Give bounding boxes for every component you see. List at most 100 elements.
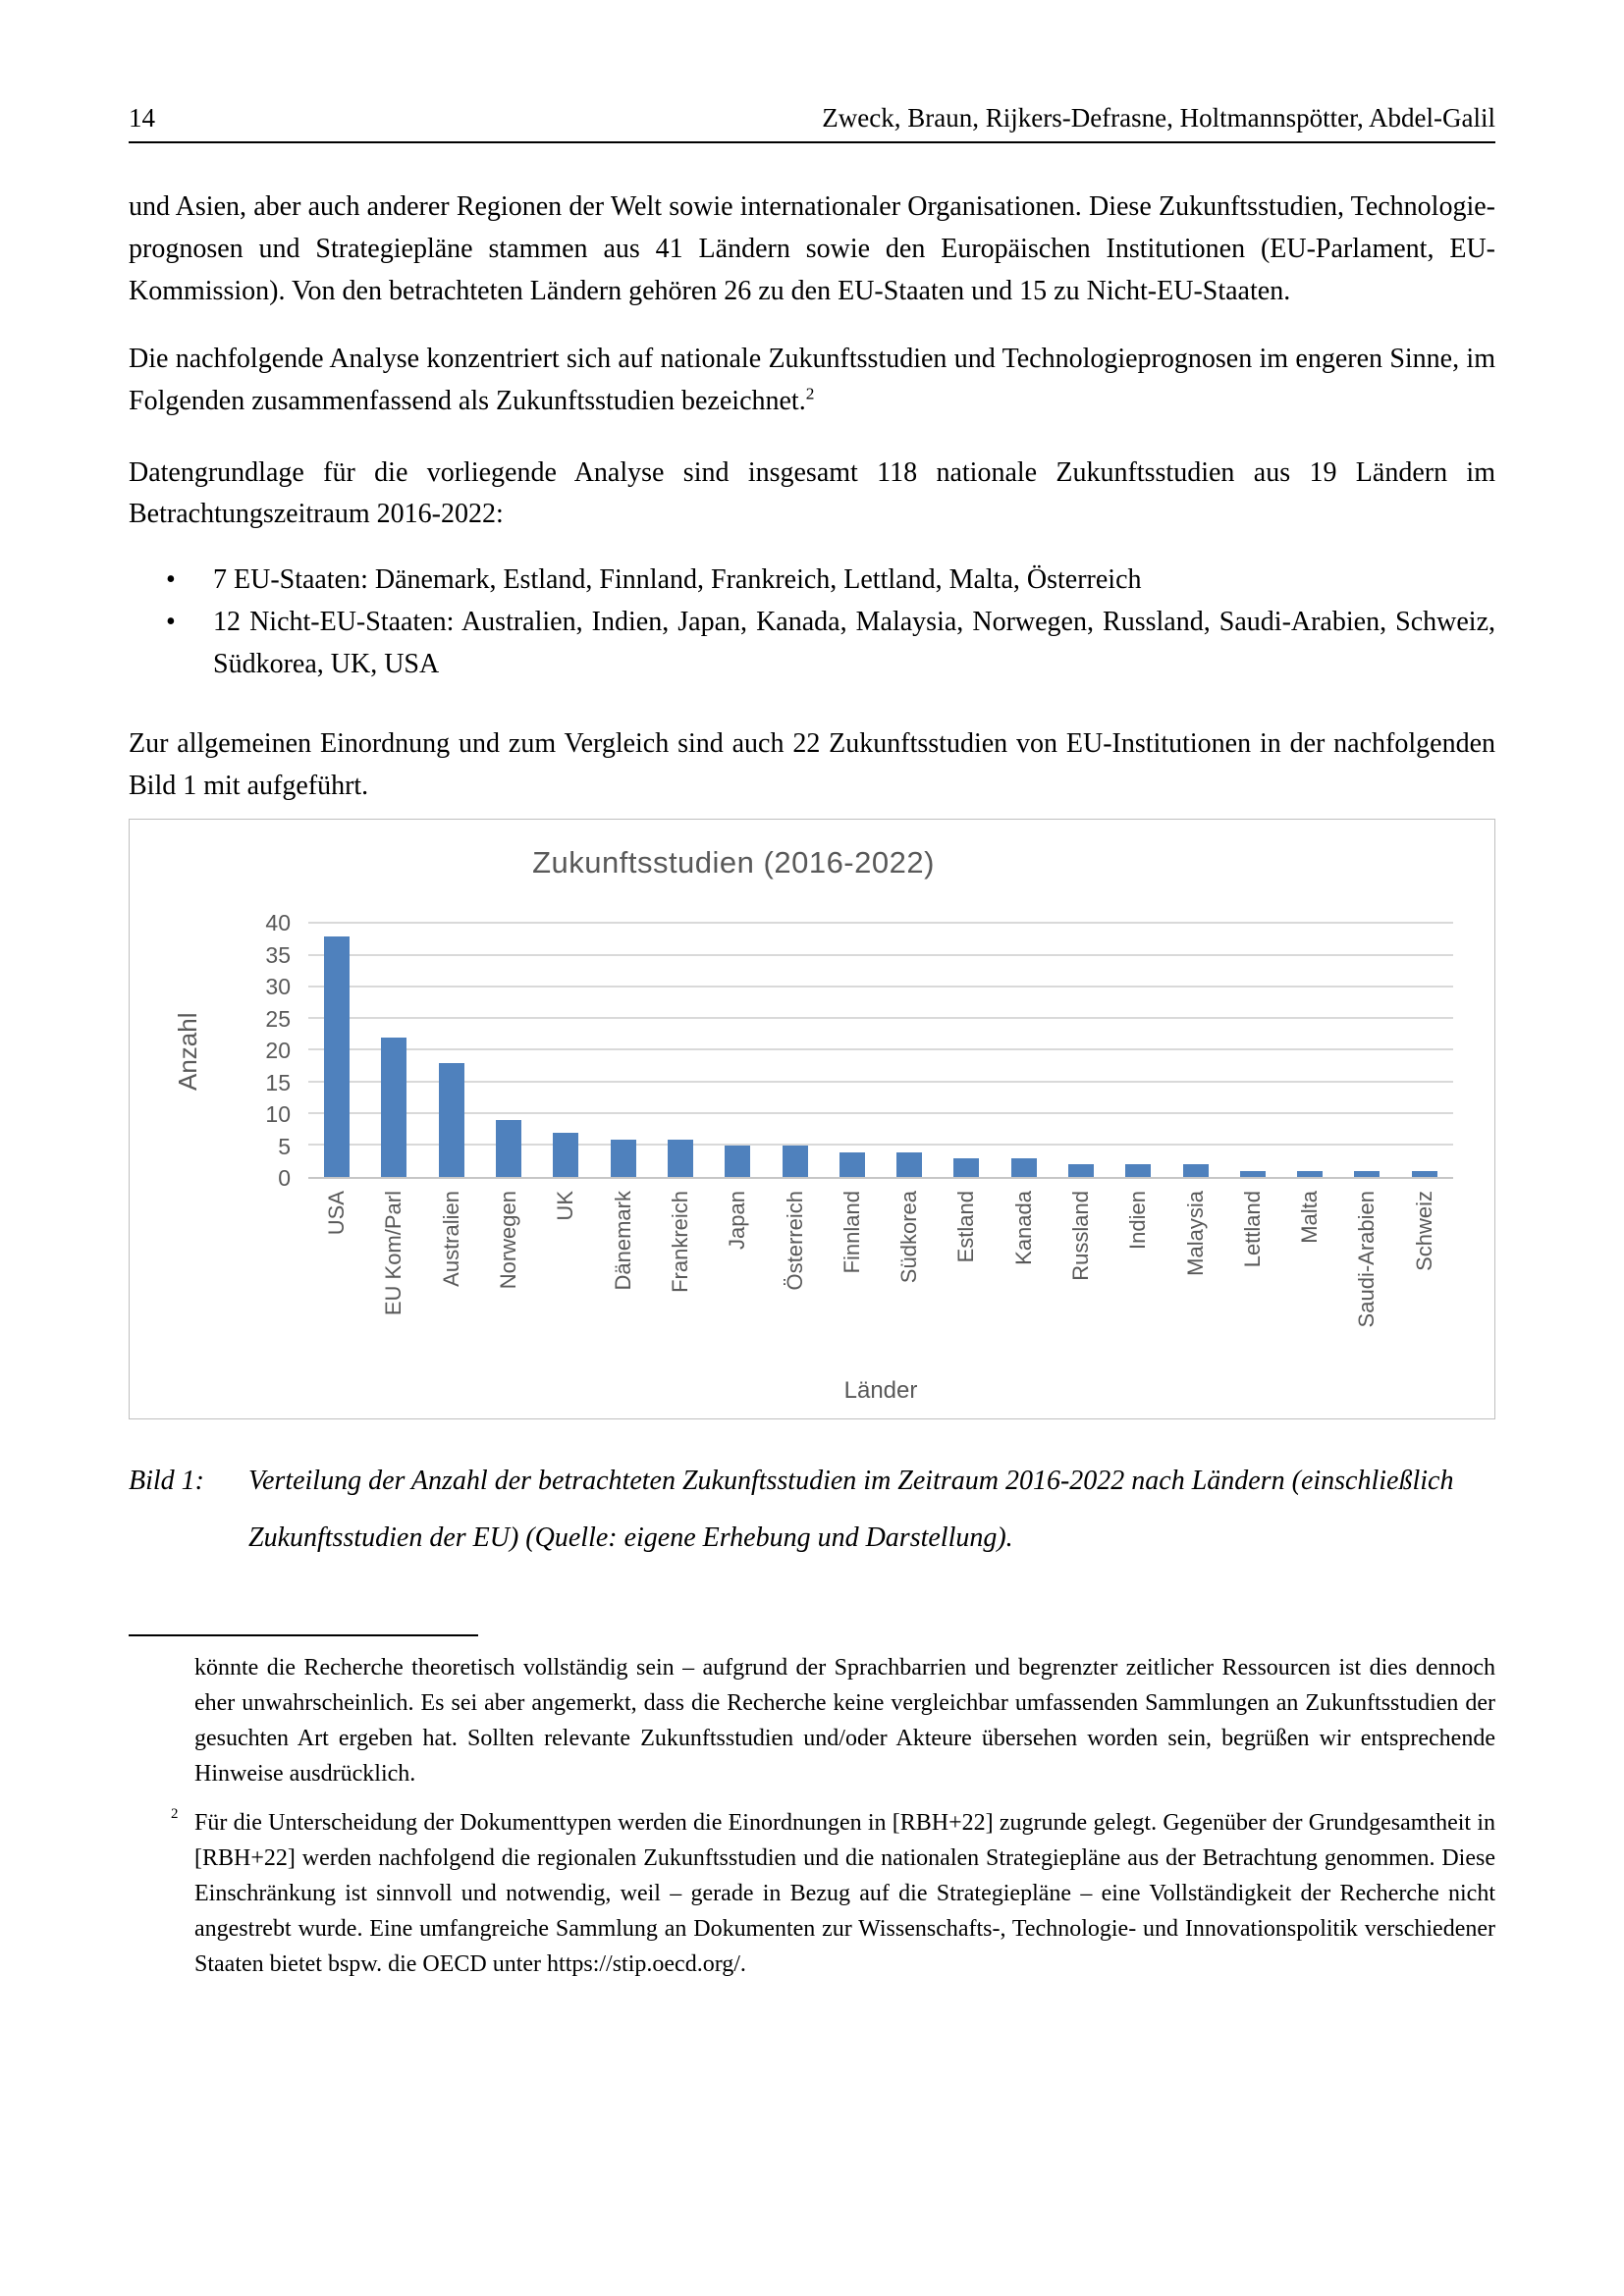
y-tick-label: 25 [265, 1005, 291, 1032]
bar-slot [1281, 924, 1338, 1178]
x-slot: Saudi-Arabien [1338, 1191, 1395, 1371]
paragraph-4: Zur allgemeinen Einordnung und zum Vergl… [129, 727, 1495, 801]
gridline [308, 1080, 1453, 1083]
footnote-section: könnte die Recherche theoretisch vollstä… [129, 1634, 1495, 1982]
bar-slot [594, 924, 651, 1178]
chart-title: Zukunftsstudien (2016-2022) [532, 845, 935, 881]
chart-area: Anzahl 0 5 10 15 20 25 30 35 40 USA EU Kom/Parl Au… [153, 912, 1453, 1405]
bar-Schweiz [1411, 1170, 1437, 1178]
x-tick-label: Österreich [782, 1191, 807, 1291]
gridline [308, 953, 1453, 956]
bar-slot [938, 924, 995, 1178]
bar-Russland [1068, 1164, 1094, 1178]
figure-chart: Zukunftsstudien (2016-2022) Anzahl 0 5 10 1… [129, 819, 1495, 1420]
x-axis-title: Länder [843, 1377, 918, 1405]
x-tick-label: Malta [1297, 1191, 1323, 1245]
bar-Malta [1297, 1170, 1324, 1178]
bar-slot [423, 924, 480, 1178]
list-item: • 7 EU-Staaten: Dänemark, Estland, Finnl… [129, 560, 1495, 602]
figure-caption: Bild 1: Verteilung der Anzahl der betrac… [129, 1453, 1495, 1566]
caption-text: Verteilung der Anzahl der betrachteten Z… [248, 1466, 1454, 1553]
bar-Malaysia [1182, 1164, 1209, 1178]
bar-Südkorea [896, 1151, 923, 1178]
y-tick-label: 20 [265, 1038, 291, 1064]
y-tick-label: 0 [278, 1165, 291, 1192]
x-tick-label: USA [324, 1191, 350, 1236]
bar-EU Kom/Parl [381, 1038, 407, 1178]
x-tick-label: Lettland [1239, 1191, 1265, 1268]
x-slot: USA [308, 1191, 365, 1371]
bar-USA [324, 936, 351, 1178]
bar-Kanada [1010, 1157, 1037, 1178]
x-slot: Frankreich [652, 1191, 709, 1371]
x-tick-label: Malaysia [1182, 1191, 1208, 1277]
x-slot: Malta [1281, 1191, 1338, 1371]
footnote-reference-2: 2 [805, 384, 815, 403]
header-rule [129, 141, 1495, 144]
bar-slot [308, 924, 365, 1178]
x-tick-label: UK [553, 1191, 578, 1221]
bar-slot [824, 924, 881, 1178]
x-tick-label: Dänemark [610, 1191, 635, 1291]
x-slot: Kanada [996, 1191, 1053, 1371]
x-tick-label: Indien [1125, 1191, 1151, 1251]
x-slot: Österreich [766, 1191, 823, 1371]
gridline [308, 922, 1453, 925]
bar-slot [652, 924, 709, 1178]
page-number: 14 [129, 103, 155, 133]
x-tick-label: Südkorea [896, 1191, 922, 1284]
footnote-2-marker: 2 [171, 1806, 179, 1823]
bar-Saudi-Arabien [1354, 1170, 1380, 1178]
y-tick-label: 10 [265, 1101, 291, 1128]
bar-Finnland [839, 1151, 865, 1178]
gridline [308, 1111, 1453, 1114]
x-slot: Norwegen [480, 1191, 537, 1371]
bar-slot [709, 924, 766, 1178]
gridline [308, 1144, 1453, 1147]
x-slot: UK [537, 1191, 594, 1371]
x-slot: Russland [1053, 1191, 1110, 1371]
paragraph-2: Die nachfolgende Analyse konzentriert si… [129, 339, 1495, 423]
y-tick-label: 40 [265, 910, 291, 936]
y-tick-label: 30 [265, 974, 291, 1000]
x-axis-ticks: USA EU Kom/Parl Australien Norwegen UK Dänema… [308, 1179, 1453, 1371]
bar-Lettland [1239, 1170, 1266, 1178]
caption-label: Bild 1: [129, 1466, 204, 1497]
bar-slot [1166, 924, 1223, 1178]
bar-Australien [438, 1063, 464, 1178]
paragraph-3: Datengrundlage für die vorliegende Analy… [129, 456, 1495, 530]
paragraph-1: und Asien, aber auch anderer Regionen de… [129, 191, 1495, 307]
bar-slot [365, 924, 422, 1178]
list-item: • 12 Nicht-EU-Staaten: Australien, Indie… [129, 602, 1495, 686]
bullet-icon: • [166, 607, 176, 638]
y-tick-label: 15 [265, 1069, 291, 1095]
bullet-icon: • [166, 564, 176, 596]
x-slot: Indien [1110, 1191, 1166, 1371]
x-tick-label: Schweiz [1411, 1191, 1436, 1272]
x-slot: Schweiz [1396, 1191, 1453, 1371]
x-slot: Australien [423, 1191, 480, 1371]
y-axis-title: Anzahl [172, 1012, 202, 1092]
x-tick-label: Finnland [839, 1191, 864, 1274]
x-tick-label: Japan [725, 1191, 750, 1251]
running-title: Zweck, Braun, Rijkers-Defrasne, Holtmann… [822, 103, 1495, 133]
bar-slot [881, 924, 938, 1178]
footnote-separator [129, 1634, 478, 1637]
list-item-text: 12 Nicht-EU-Staaten: Australien, Indien,… [213, 607, 1495, 679]
bar-slot [1338, 924, 1395, 1178]
page-body: und Asien, aber auch anderer Regionen de… [129, 187, 1495, 1566]
bar-Österreich [782, 1146, 808, 1178]
x-tick-label: Kanada [1010, 1191, 1036, 1266]
bar-Frankreich [667, 1139, 693, 1178]
gridline [308, 1017, 1453, 1020]
x-tick-label: Saudi-Arabien [1354, 1191, 1380, 1328]
bar-slot [766, 924, 823, 1178]
gridline [308, 1048, 1453, 1051]
x-slot: Japan [709, 1191, 766, 1371]
x-tick-label: EU Kom/Parl [381, 1191, 406, 1316]
footnote-continuation: könnte die Recherche theoretisch vollstä… [194, 1655, 1495, 1788]
x-slot: Südkorea [881, 1191, 938, 1371]
bar-slot [1396, 924, 1453, 1178]
paragraph-2-text: Die nachfolgende Analyse konzentriert si… [129, 343, 1495, 416]
